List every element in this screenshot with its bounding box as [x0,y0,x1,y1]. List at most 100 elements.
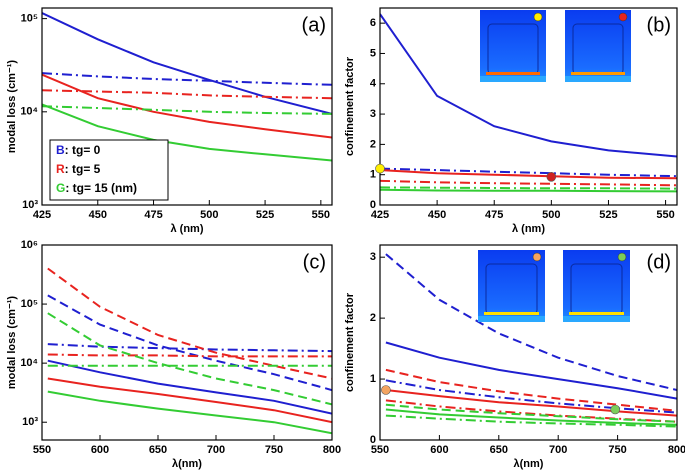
x-tick-label: 650 [149,444,167,456]
series-line [47,377,332,424]
y-tick-label: 3 [370,251,376,263]
y-tick-label: 10⁴ [20,106,38,118]
y-tick-label: 10⁵ [21,13,38,25]
x-tick-label: 700 [549,444,567,456]
x-tick-label: 600 [91,444,109,456]
x-tick-label: 525 [599,209,617,221]
series-line [380,169,677,180]
series-line [42,105,332,115]
legend-text: : tg= 15 (nm) [65,181,137,195]
x-tick-label: 750 [608,444,626,456]
legend-key: R [56,162,65,176]
series-line [47,343,332,353]
series-line [385,253,677,391]
y-tick-label: 0 [370,199,376,211]
x-tick-label: 475 [144,209,162,221]
x-axis-label: λ(nm) [172,458,202,470]
series-line [385,414,677,428]
series-line [380,186,677,190]
x-tick-label: 500 [542,209,560,221]
y-tick-label: 10⁶ [21,239,38,251]
point-marker [546,172,557,182]
legend-entry: B: tg= 0 [56,143,101,157]
y-tick-label: 2 [370,312,376,324]
y-tick-label: 4 [370,78,377,90]
panel: 550 600 650 700 750 800 0 1 2 3 (d) λ(nm) confinemen… [344,244,685,470]
series-line [385,379,677,414]
series-line [47,390,332,435]
point-marker [381,385,391,395]
x-tick-label: 700 [207,444,225,456]
series-line [380,13,677,158]
y-axis-label: confinement factor [344,292,356,392]
y-tick-label: 10⁵ [21,298,38,310]
panel-label: (b) [647,14,671,36]
series-line [47,353,332,358]
point-marker [610,404,621,415]
series-line [380,167,677,178]
series-line [385,368,677,412]
y-tick-label: 5 [370,47,376,59]
legend-entry: R: tg= 5 [56,162,101,176]
legend-key: B [56,143,65,157]
series-line [42,89,332,100]
x-tick-label: 650 [490,444,508,456]
series-line [42,103,332,162]
plot-frame [379,7,678,206]
series-line [42,12,332,115]
x-tick-label: 600 [430,444,448,456]
x-tick-label: 800 [668,444,685,456]
point-marker [375,163,385,174]
series-line [47,312,332,406]
x-tick-label: 550 [33,444,51,456]
panel-label: (a) [302,14,326,36]
plot-frame [379,244,678,441]
y-tick-label: 0 [370,434,376,446]
x-axis-label: λ (nm) [171,223,204,235]
field-image [563,250,630,322]
panel: 550 600 650 700 750 800 10³ 10⁴ 10⁵ 10⁶ (c) λ(nm) mo… [6,239,341,470]
y-tick-label: 10⁴ [20,357,38,369]
legend-entry: G: tg= 15 (nm) [56,181,137,195]
field-image [480,10,546,82]
x-tick-label: 750 [265,444,283,456]
series-line [47,267,332,380]
y-tick-label: 1 [370,169,376,181]
y-tick-label: 3 [370,108,376,120]
x-tick-label: 550 [312,209,330,221]
legend-key: G [56,181,65,195]
x-tick-label: 425 [33,209,51,221]
x-tick-label: 800 [323,444,341,456]
panel: 425 450 475 500 525 550 10³ 10⁴ 10⁵ (a) λ (nm) moda… [6,7,333,235]
plot-frame [41,7,333,206]
insets [478,10,631,322]
field-image [478,250,545,322]
x-tick-label: 550 [371,444,389,456]
x-tick-label: 525 [256,209,274,221]
x-tick-label: 450 [89,209,107,221]
plot-frame [41,244,333,441]
series-line [385,408,677,426]
series-line [47,294,332,392]
legend-text: : tg= 0 [65,143,101,157]
series-line [380,188,677,193]
y-axis-label: modal loss (cm⁻¹) [6,60,18,154]
y-tick-label: 6 [370,17,376,29]
x-tick-label: 450 [428,209,446,221]
legend-text: : tg= 5 [65,162,101,176]
x-tick-label: 500 [200,209,218,221]
series-line [385,341,677,400]
x-tick-label: 475 [485,209,503,221]
y-tick-label: 1 [370,373,376,385]
x-axis-label: λ(nm) [514,458,544,470]
x-tick-label: 550 [656,209,674,221]
y-axis-label: modal loss (cm⁻¹) [6,296,18,390]
series-line [385,389,677,417]
series-line [42,72,332,86]
series-line [42,73,332,139]
x-tick-label: 425 [371,209,389,221]
y-axis-label: confinement factor [344,56,356,156]
panel: 425 450 475 500 525 550 0 1 2 3 4 5 6 (b) λ (nm) confin… [344,7,678,235]
y-tick-label: 2 [370,138,376,150]
